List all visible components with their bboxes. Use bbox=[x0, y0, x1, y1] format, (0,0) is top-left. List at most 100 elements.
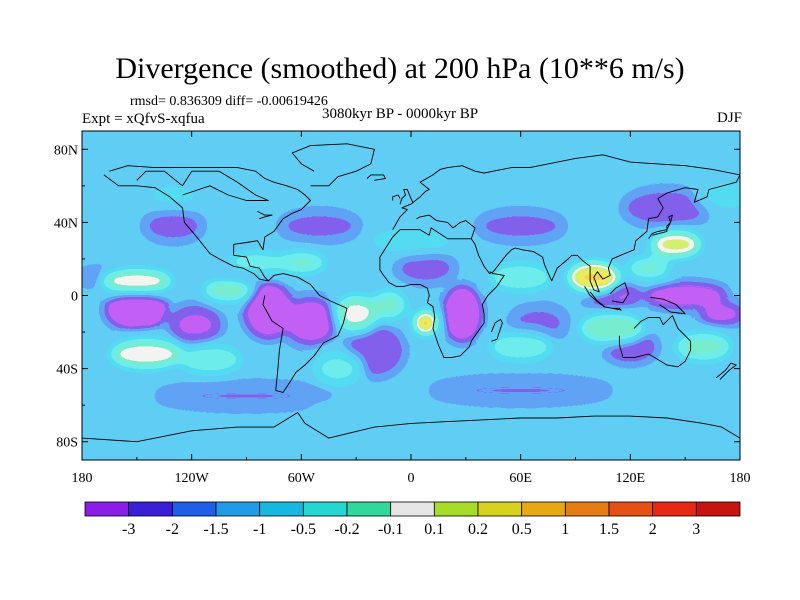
colorbar-label-6: -0.1 bbox=[378, 521, 403, 538]
colorbar-label-2: -1.5 bbox=[203, 521, 228, 538]
field-feature-37 bbox=[367, 226, 455, 256]
field-feature-15 bbox=[476, 211, 565, 241]
field-feature-31 bbox=[650, 231, 702, 258]
field-feature-40 bbox=[308, 397, 404, 420]
coastline-15 bbox=[392, 194, 401, 201]
colorbar-label-12: 2 bbox=[649, 521, 657, 538]
coastline-8 bbox=[618, 315, 692, 368]
colorbar-label-0: -3 bbox=[122, 521, 135, 538]
field-feature-24 bbox=[275, 251, 327, 274]
field-feature-19 bbox=[429, 377, 613, 404]
field-feature-36 bbox=[312, 350, 364, 387]
x-tick-label-5: 120E bbox=[616, 471, 646, 486]
x-axis: 180 120W 60W 0 60E 120E 180 bbox=[72, 131, 751, 486]
colorbar-swatch-6 bbox=[346, 501, 392, 517]
y-tick-label-4: 80S bbox=[56, 436, 78, 451]
coastline-11 bbox=[609, 282, 629, 304]
colorbar-swatch-9 bbox=[477, 501, 523, 517]
field-feature-16 bbox=[623, 189, 711, 227]
period-label: 3080kyr BP - 0000kyr BP bbox=[322, 106, 479, 122]
coastline-16 bbox=[366, 174, 386, 181]
coastline-14 bbox=[399, 189, 414, 205]
experiment-label: Expt = xQfvS-xqfua bbox=[82, 111, 205, 127]
field-feature-33 bbox=[674, 332, 733, 362]
colorbar-label-1: -2 bbox=[166, 521, 179, 538]
x-tick-label-1: 120W bbox=[175, 471, 210, 486]
coastline-20 bbox=[257, 210, 273, 220]
field-feature-32 bbox=[579, 313, 645, 343]
coastline-3 bbox=[392, 154, 740, 230]
colorbar-label-10: 1 bbox=[561, 521, 569, 538]
y-tick-label-2: 0 bbox=[71, 290, 78, 305]
colorbar-label-9: 0.5 bbox=[512, 521, 532, 538]
coastline-6 bbox=[379, 229, 505, 359]
colorbar-label-5: -0.2 bbox=[334, 521, 359, 538]
y-axis: 80N 40N 0 40S 80S bbox=[54, 143, 740, 451]
colorbar-label-11: 1.5 bbox=[599, 521, 619, 538]
field-feature-3 bbox=[284, 299, 337, 343]
colorbar-swatch-14 bbox=[695, 501, 741, 517]
x-tick-label-4: 60E bbox=[509, 471, 532, 486]
colorbar-swatch-13 bbox=[652, 501, 697, 517]
chart-title: Divergence (smoothed) at 200 hPa (10**6 … bbox=[115, 52, 685, 85]
field-feature-14 bbox=[279, 211, 360, 241]
colorbar-swatch-1 bbox=[128, 501, 173, 517]
colorbar-swatch-12 bbox=[608, 501, 654, 517]
colorbar-swatch-11 bbox=[564, 501, 610, 517]
field-feature-38 bbox=[144, 180, 203, 210]
colorbar-swatch-10 bbox=[521, 501, 566, 517]
field-feature-22 bbox=[202, 279, 254, 301]
coastlines bbox=[82, 143, 740, 443]
stats-label: rmsd= 0.836309 diff= -0.00619426 bbox=[130, 94, 328, 109]
field-feature-28 bbox=[487, 262, 554, 292]
coastline-7 bbox=[490, 318, 503, 342]
coastline-17 bbox=[715, 362, 737, 380]
field-feature-25 bbox=[334, 295, 379, 333]
colorbar-label-7: 0.1 bbox=[424, 521, 444, 538]
coastline-5 bbox=[416, 214, 476, 239]
field-feature-2 bbox=[246, 284, 291, 336]
coastline-9 bbox=[584, 286, 606, 307]
colorbar-label-3: -1 bbox=[253, 521, 266, 538]
field-feature-34 bbox=[487, 332, 554, 362]
colorbar-swatch-2 bbox=[171, 501, 217, 517]
colorbar: -3 -2 -1.5 -1 -0.5 -0.2 -0.1 0.1 0.2 0.5 1 1.5 2 3 bbox=[84, 501, 741, 538]
coastline-13 bbox=[648, 214, 673, 240]
y-tick-label-0: 80N bbox=[54, 143, 78, 158]
field-feature-0 bbox=[107, 293, 166, 327]
x-tick-label-2: 60W bbox=[288, 471, 316, 486]
colorbar-swatch-4 bbox=[259, 501, 304, 517]
coastline-10 bbox=[602, 306, 622, 311]
season-label: DJF bbox=[716, 110, 742, 126]
field-feature-27 bbox=[370, 290, 408, 320]
field-feature-17 bbox=[144, 211, 203, 241]
colorbar-swatch-7 bbox=[390, 501, 435, 517]
coastline-0 bbox=[103, 165, 311, 282]
coastline-19 bbox=[136, 170, 269, 201]
coastline-2 bbox=[291, 143, 375, 187]
field-feature-11 bbox=[509, 304, 569, 342]
coastline-4 bbox=[400, 174, 740, 293]
y-tick-label-1: 40N bbox=[54, 216, 78, 231]
x-tick-label-6: 180 bbox=[730, 471, 751, 486]
field-feature-1 bbox=[169, 306, 221, 344]
field-feature-18 bbox=[155, 383, 338, 409]
colorbar-swatch-5 bbox=[302, 501, 348, 517]
field-feature-20 bbox=[109, 339, 183, 369]
field-feature-30 bbox=[626, 257, 671, 280]
colorbar-label-4: -0.5 bbox=[291, 521, 316, 538]
field-feature-35 bbox=[177, 344, 243, 375]
y-tick-label-3: 40S bbox=[56, 363, 78, 378]
field-feature-10 bbox=[699, 304, 740, 323]
field-feature-9 bbox=[645, 286, 726, 305]
colorbar-swatch-8 bbox=[433, 501, 479, 517]
colorbar-swatch-0 bbox=[84, 501, 130, 517]
colorbar-label-13: 3 bbox=[692, 521, 700, 538]
coastline-1 bbox=[262, 273, 348, 393]
x-tick-label-3: 0 bbox=[408, 471, 415, 486]
field-feature-21 bbox=[100, 269, 174, 292]
coastline-12 bbox=[650, 296, 686, 315]
x-tick-label-0: 180 bbox=[72, 471, 93, 486]
field-feature-7 bbox=[396, 253, 455, 283]
